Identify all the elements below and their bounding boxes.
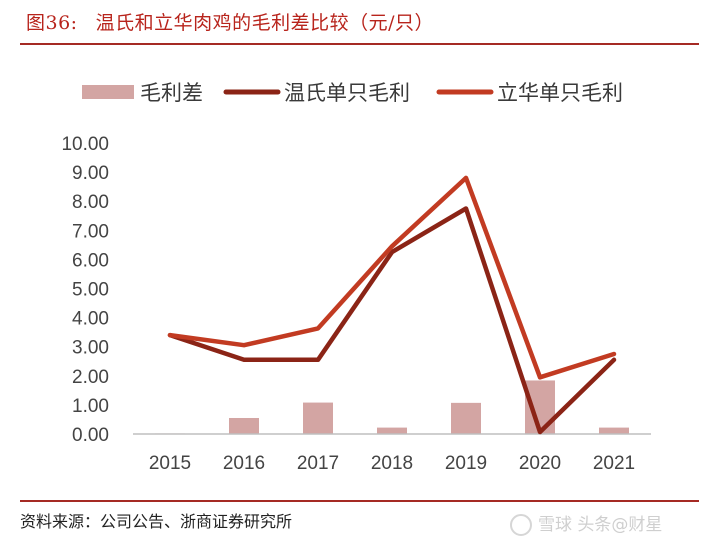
legend-label: 毛利差	[140, 81, 203, 105]
line-lihua-gross-margin	[167, 175, 617, 380]
watermark-logo-icon	[510, 514, 532, 536]
bar-gross-margin-diff	[229, 417, 259, 434]
chart-canvas: 毛利差 温氏单只毛利 立华单只毛利 0.00 1.00 2.00 3.00 4.00 5.00…	[61, 81, 651, 474]
source-note: 资料来源：公司公告、浙商证券研究所	[20, 512, 293, 531]
y-tick-label: 0.00	[72, 425, 109, 446]
x-tick-label: 2020	[519, 453, 561, 474]
line-series	[167, 175, 617, 435]
y-tick-label: 6.00	[72, 250, 109, 271]
y-tick-label: 5.00	[72, 280, 109, 301]
bar-series	[155, 380, 629, 435]
top-rule	[20, 43, 699, 45]
y-tick-label: 2.00	[72, 367, 109, 388]
y-tick-label: 10.00	[61, 134, 109, 155]
legend-label: 立华单只毛利	[497, 81, 623, 105]
bar-gross-margin-diff	[599, 427, 629, 434]
legend-item-gross-margin-diff: 毛利差	[82, 81, 203, 105]
legend-item-wens: 温氏单只毛利	[223, 81, 410, 105]
bar-gross-margin-diff	[451, 402, 481, 434]
watermark: 雪球 头条@财星	[510, 513, 662, 537]
figure-title-text: 温氏和立华肉鸡的毛利差比较（元/只）	[95, 12, 434, 34]
figure-title: 图36: 温氏和立华肉鸡的毛利差比较（元/只）	[26, 9, 434, 37]
x-tick-label: 2016	[223, 453, 265, 474]
y-tick-label: 4.00	[72, 309, 109, 330]
y-tick-label: 1.00	[72, 396, 109, 417]
y-tick-label: 8.00	[72, 192, 109, 213]
bar-gross-margin-diff	[303, 402, 333, 434]
y-axis: 0.00 1.00 2.00 3.00 4.00 5.00 6.00 7.00 8.00 9.00…	[61, 134, 109, 446]
line-wens-gross-margin	[167, 206, 617, 435]
y-tick-label: 9.00	[72, 163, 109, 184]
legend-swatch	[82, 85, 134, 99]
watermark-text: 雪球 头条@财星	[538, 515, 663, 535]
chart-legend: 毛利差 温氏单只毛利 立华单只毛利	[82, 81, 623, 105]
x-tick-label: 2017	[297, 453, 339, 474]
x-axis: 2015 2016 2017 2018 2019 2020 2021	[149, 453, 635, 474]
y-tick-label: 3.00	[72, 338, 109, 359]
x-tick-label: 2018	[371, 453, 413, 474]
figure-label: 图36:	[26, 12, 78, 34]
x-tick-label: 2021	[593, 453, 635, 474]
bottom-rule	[20, 500, 699, 502]
legend-label: 温氏单只毛利	[284, 81, 410, 105]
legend-item-lihua: 立华单只毛利	[436, 81, 623, 105]
x-tick-label: 2015	[149, 453, 191, 474]
y-tick-label: 7.00	[72, 221, 109, 242]
x-tick-label: 2019	[445, 453, 487, 474]
bar-gross-margin-diff	[377, 427, 407, 434]
